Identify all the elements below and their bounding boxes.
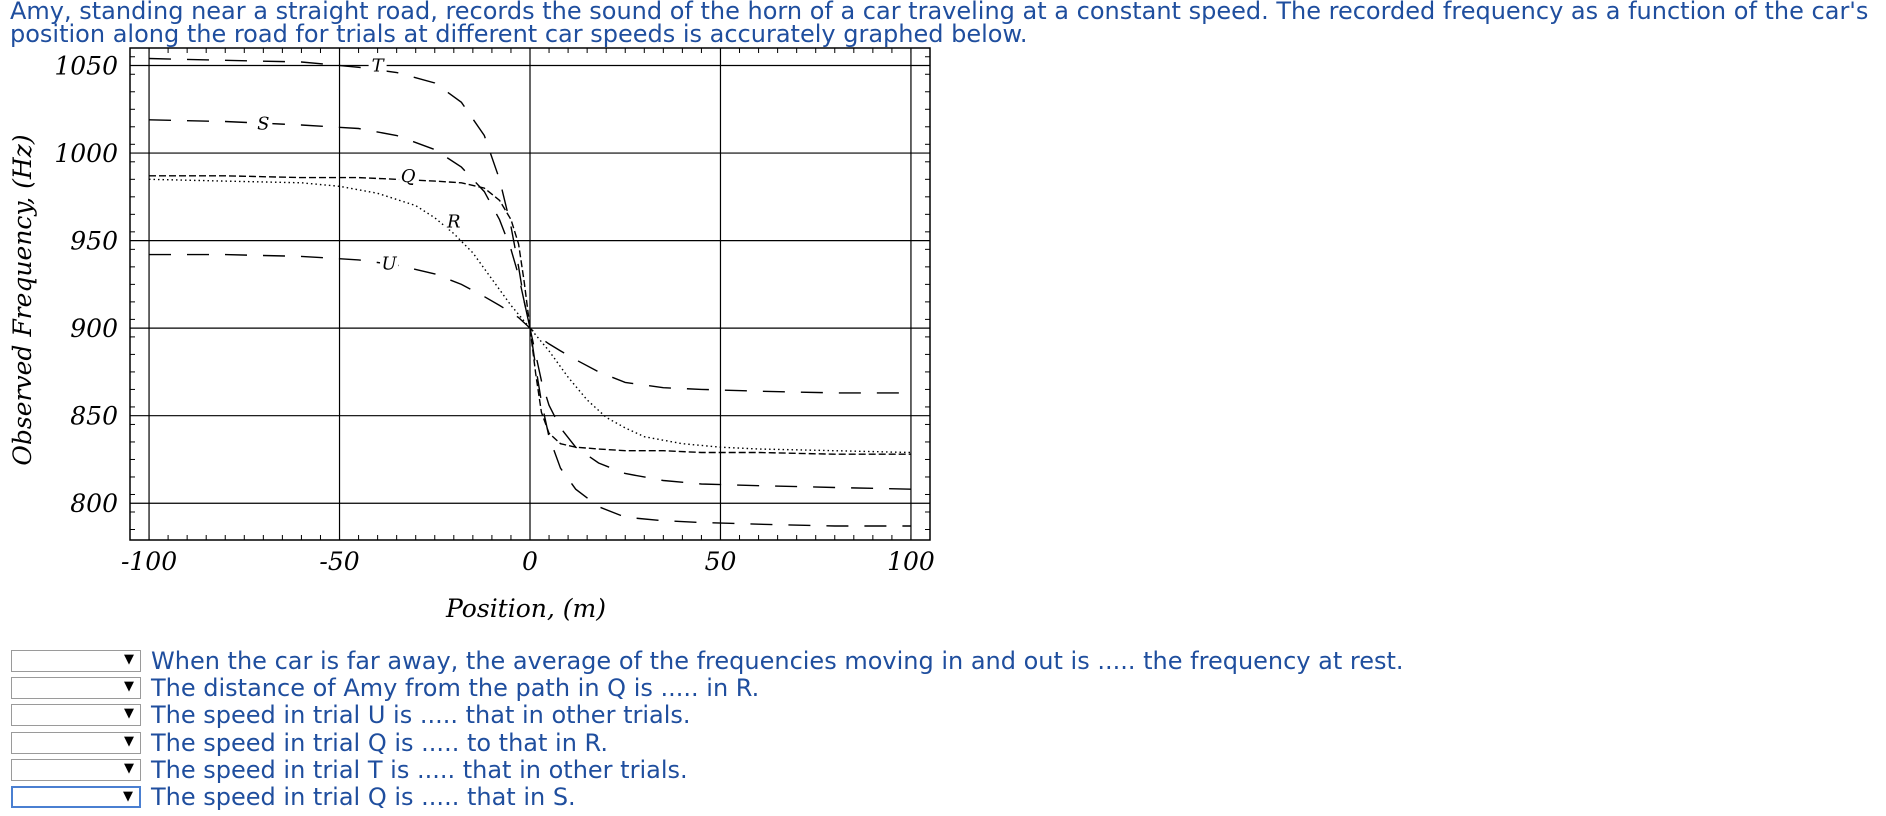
statement-text: The speed in trial Q is ..... that in S.: [151, 783, 576, 811]
statement-row: ▼ The speed in trial Q is ..... that in S…: [11, 783, 576, 811]
answer-dropdown[interactable]: ▼: [11, 732, 141, 754]
x-tick-label: 100: [887, 547, 935, 576]
y-tick-label: 1000: [54, 139, 118, 168]
y-tick-label: 800: [70, 489, 118, 518]
series-label-U: U: [381, 253, 397, 274]
answer-dropdown[interactable]: ▼: [11, 786, 141, 808]
series-label-R: R: [446, 211, 461, 232]
y-tick-label: 850: [70, 402, 118, 431]
y-tick-label: 950: [70, 227, 118, 256]
x-tick-label: 50: [705, 547, 737, 576]
answer-dropdown[interactable]: ▼: [11, 704, 141, 726]
statement-text: When the car is far away, the average of…: [151, 647, 1404, 675]
x-tick-label: -50: [319, 547, 359, 576]
series-label-Q: Q: [401, 166, 416, 187]
answer-dropdown[interactable]: ▼: [11, 650, 141, 672]
y-tick-label: 1050: [54, 52, 118, 81]
chevron-down-icon: ▼: [124, 706, 134, 721]
chevron-down-icon: ▼: [124, 734, 134, 749]
y-tick-label: 900: [70, 314, 118, 343]
statement-row: ▼ The speed in trial Q is ..... to that i…: [11, 729, 608, 757]
statement-row: ▼ When the car is far away, the average o…: [11, 647, 1404, 675]
statement-text: The speed in trial U is ..... that in ot…: [151, 701, 691, 729]
series-line-Q: [149, 175, 911, 455]
statement-text: The speed in trial T is ..... that in ot…: [151, 756, 688, 784]
x-axis-title: Position, (m): [445, 594, 606, 623]
statement-row: ▼ The speed in trial U is ..... that in o…: [11, 701, 691, 729]
series-label-bg: [380, 251, 399, 272]
series-label-T: T: [372, 56, 386, 77]
series-label-bg: [444, 209, 463, 230]
statement-text: The speed in trial Q is ..... to that in…: [151, 729, 608, 757]
series-line-T: [148, 57, 911, 527]
series-label-bg: [254, 111, 273, 132]
chart-grid: -100 -50 0 50 100 800 850 900 950 1000 1050: [54, 47, 935, 576]
statement-row: ▼ The distance of Amy from the path in Q …: [11, 674, 760, 702]
chevron-down-icon: ▼: [123, 789, 133, 804]
chevron-down-icon: ▼: [124, 679, 134, 694]
answer-dropdown[interactable]: ▼: [11, 759, 141, 781]
statement-row: ▼ The speed in trial T is ..... that in o…: [11, 756, 688, 784]
series-label-S: S: [257, 113, 269, 134]
chevron-down-icon: ▼: [124, 761, 134, 776]
chevron-down-icon: ▼: [124, 652, 134, 667]
series-label-bg: [368, 53, 387, 74]
statement-text: The distance of Amy from the path in Q i…: [151, 674, 760, 702]
series-line-R: [148, 178, 912, 454]
x-tick-label: 0: [522, 547, 538, 576]
series-label-bg: [399, 163, 418, 184]
x-tick-label: -100: [121, 547, 177, 576]
y-axis-title: Observed Frequency, (Hz): [8, 134, 37, 465]
question-text: Amy, standing near a straight road, reco…: [10, 0, 1869, 48]
answer-dropdown[interactable]: ▼: [11, 677, 141, 699]
chart-labels: T S Q R U: [254, 53, 463, 274]
